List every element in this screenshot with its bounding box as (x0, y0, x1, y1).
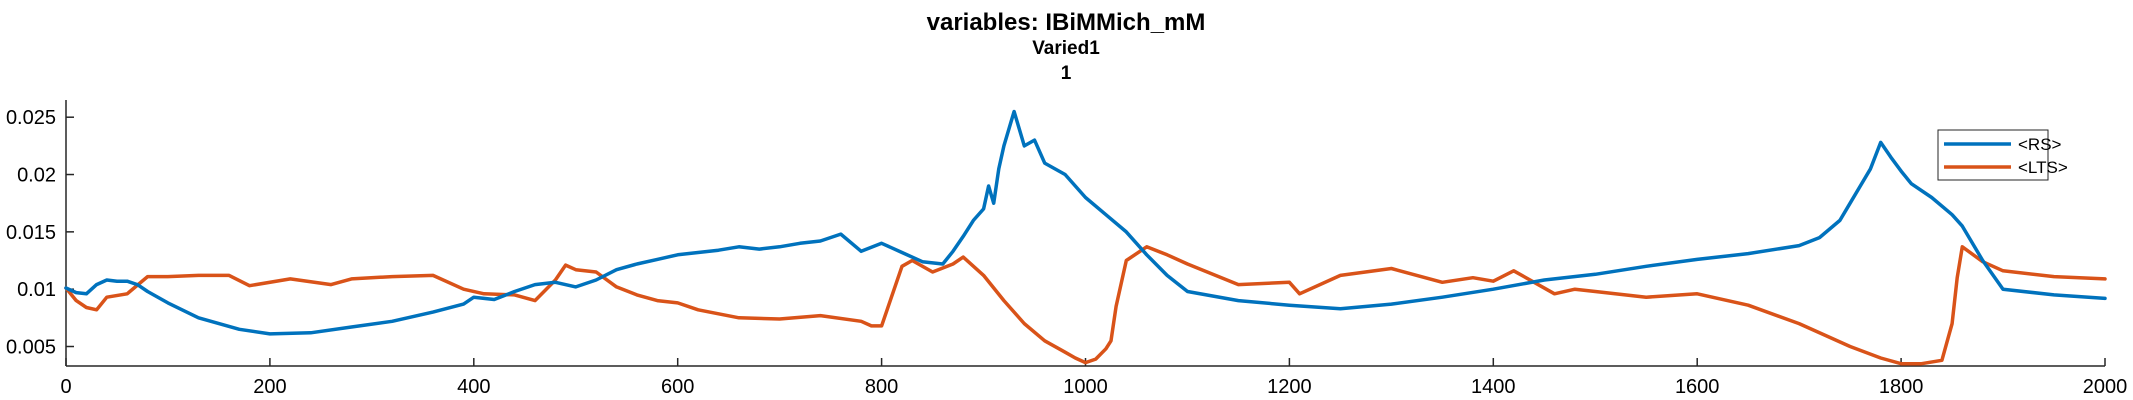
legend-label-rs: <RS> (2018, 135, 2062, 154)
y-axis-ticks: 0.005 0.01 0.015 0.02 0.025 (6, 107, 74, 359)
x-tick-label: 200 (253, 376, 286, 398)
legend-label-lts: <LTS> (2018, 158, 2068, 177)
y-tick-label: 0.01 (17, 279, 56, 301)
x-tick-label: 2000 (2083, 376, 2128, 398)
x-tick-label: 1400 (1471, 376, 1516, 398)
x-tick-label: 800 (865, 376, 898, 398)
y-tick-label: 0.025 (6, 107, 56, 129)
chart-subtitle-1: Varied1 (1032, 38, 1100, 59)
x-tick-label: 1200 (1267, 376, 1312, 398)
y-tick-label: 0.02 (17, 165, 56, 187)
x-tick-label: 400 (457, 376, 490, 398)
x-tick-label: 1000 (1063, 376, 1108, 398)
y-tick-label: 0.005 (6, 337, 56, 359)
chart-title: variables: IBiMMich_mM (927, 9, 1206, 36)
legend: <RS> <LTS> (1937, 129, 2068, 181)
x-tick-label: 600 (661, 376, 694, 398)
series-line-rs (64, 109, 2107, 336)
legend-box (1937, 129, 2049, 181)
x-tick-label: 1800 (1879, 376, 1924, 398)
plot-area: 0 200 400 600 800 1000 1200 1400 1600 1800 2000 0.… (6, 100, 2127, 398)
chart-subtitle-2: 1 (1061, 63, 1072, 84)
x-tick-label: 0 (60, 376, 71, 398)
x-tick-label: 1600 (1675, 376, 1720, 398)
series-line-lts (64, 245, 2107, 366)
y-tick-label: 0.015 (6, 222, 56, 244)
x-axis-ticks: 0 200 400 600 800 1000 1200 1400 1600 1800 2000 (60, 358, 2127, 398)
series-layer (64, 109, 2107, 366)
